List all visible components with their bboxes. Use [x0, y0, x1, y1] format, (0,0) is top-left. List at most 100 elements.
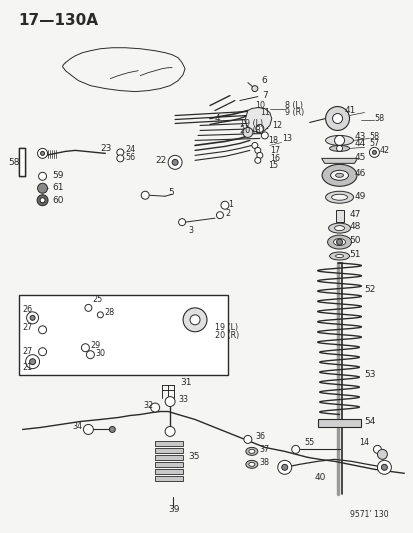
- Bar: [155, 477, 183, 481]
- Ellipse shape: [327, 235, 351, 249]
- Text: 20 (R): 20 (R): [239, 126, 263, 135]
- Circle shape: [38, 183, 47, 193]
- Ellipse shape: [333, 239, 345, 246]
- Circle shape: [29, 359, 36, 365]
- Circle shape: [26, 354, 40, 369]
- Text: 29: 29: [90, 341, 100, 350]
- Text: 61: 61: [52, 183, 64, 192]
- Ellipse shape: [331, 194, 347, 200]
- Polygon shape: [244, 108, 271, 133]
- Bar: [19, 148, 24, 176]
- Bar: [335, 210, 343, 222]
- Circle shape: [85, 304, 92, 311]
- Text: 14: 14: [358, 438, 368, 447]
- Text: 58: 58: [9, 158, 20, 167]
- Text: 42: 42: [378, 146, 389, 155]
- Circle shape: [37, 195, 48, 206]
- Text: 38: 38: [259, 458, 269, 467]
- Circle shape: [109, 426, 115, 432]
- Circle shape: [332, 114, 342, 124]
- Text: 40: 40: [314, 473, 325, 482]
- Text: 56: 56: [125, 153, 135, 162]
- Circle shape: [26, 312, 38, 324]
- Text: 6: 6: [261, 76, 267, 85]
- Text: 45: 45: [354, 153, 365, 162]
- Bar: [155, 441, 183, 447]
- Circle shape: [165, 397, 175, 407]
- Circle shape: [372, 150, 375, 155]
- Text: 43: 43: [354, 132, 365, 141]
- Circle shape: [38, 172, 46, 180]
- Text: 20 (R): 20 (R): [214, 332, 239, 340]
- Text: 54: 54: [363, 417, 375, 426]
- Circle shape: [38, 326, 46, 334]
- Circle shape: [281, 464, 287, 470]
- Text: 12: 12: [271, 121, 281, 130]
- Circle shape: [40, 151, 45, 156]
- Circle shape: [150, 403, 159, 412]
- Text: 25: 25: [92, 295, 102, 304]
- Text: 27: 27: [23, 324, 33, 332]
- Ellipse shape: [325, 135, 353, 146]
- Text: 3: 3: [188, 225, 192, 235]
- Text: 48: 48: [349, 222, 360, 231]
- Circle shape: [178, 219, 185, 225]
- Text: 58: 58: [368, 132, 379, 141]
- Text: 59: 59: [52, 171, 64, 180]
- Bar: [317, 419, 361, 427]
- Text: 44: 44: [354, 139, 365, 148]
- Text: 22: 22: [155, 156, 166, 165]
- Circle shape: [254, 157, 260, 163]
- Text: 41: 41: [344, 106, 355, 115]
- Ellipse shape: [248, 449, 254, 454]
- Text: 24: 24: [125, 145, 135, 154]
- Text: 58: 58: [373, 114, 384, 123]
- Circle shape: [277, 461, 291, 474]
- Text: 52: 52: [363, 285, 375, 294]
- Ellipse shape: [245, 447, 257, 455]
- Circle shape: [40, 198, 45, 203]
- Circle shape: [251, 86, 257, 92]
- Bar: [155, 470, 183, 474]
- Circle shape: [216, 212, 223, 219]
- Text: 1: 1: [228, 200, 233, 209]
- Text: 21: 21: [23, 363, 33, 372]
- Circle shape: [256, 152, 262, 158]
- Circle shape: [190, 315, 199, 325]
- Text: 18: 18: [267, 136, 277, 145]
- Text: 28: 28: [104, 309, 114, 317]
- Circle shape: [243, 435, 251, 443]
- Circle shape: [334, 135, 344, 146]
- Ellipse shape: [330, 171, 348, 180]
- Ellipse shape: [321, 164, 356, 186]
- Circle shape: [255, 125, 263, 133]
- Text: 55: 55: [304, 438, 314, 447]
- Text: 11: 11: [259, 108, 269, 117]
- Text: 7: 7: [261, 91, 267, 100]
- Text: 47: 47: [349, 209, 360, 219]
- Text: 23: 23: [100, 144, 112, 153]
- Circle shape: [116, 155, 123, 162]
- Polygon shape: [321, 158, 357, 163]
- Circle shape: [165, 426, 175, 437]
- Text: 27: 27: [23, 347, 33, 356]
- Ellipse shape: [245, 461, 257, 469]
- Ellipse shape: [329, 252, 349, 260]
- Ellipse shape: [335, 173, 343, 177]
- Text: 9571’ 130: 9571’ 130: [349, 510, 387, 519]
- Text: 32: 32: [143, 401, 153, 410]
- Text: 17—130A: 17—130A: [19, 13, 98, 28]
- Circle shape: [325, 107, 349, 131]
- Text: 19 (L): 19 (L): [239, 119, 262, 128]
- Text: 30: 30: [95, 349, 105, 358]
- Text: 10: 10: [254, 101, 264, 110]
- Bar: [19, 295, 228, 375]
- Circle shape: [86, 351, 94, 359]
- Text: 34: 34: [72, 422, 82, 431]
- Text: 8 (L): 8 (L): [284, 101, 302, 110]
- Ellipse shape: [334, 225, 344, 231]
- Text: 51: 51: [349, 249, 360, 259]
- Circle shape: [116, 149, 123, 156]
- Text: 35: 35: [188, 452, 199, 461]
- Circle shape: [168, 156, 182, 169]
